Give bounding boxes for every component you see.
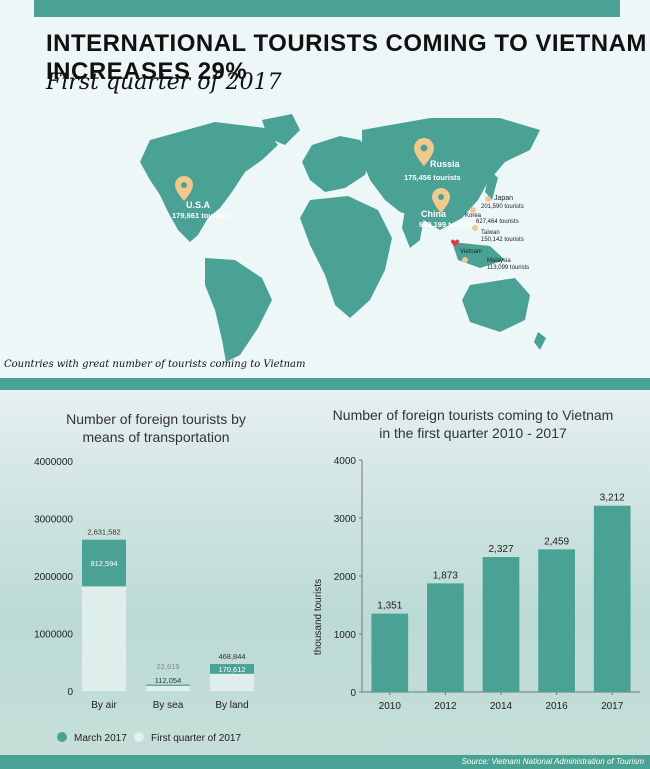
chart1-title-line2: means of transportation — [82, 429, 229, 445]
chart1-bar-march-2 — [210, 664, 254, 674]
marker-malaysia: Malaysia 113,099 tourists — [462, 257, 529, 271]
japan-shape — [485, 170, 498, 200]
chart1-label-march-1: 22,615 — [157, 662, 180, 671]
chart1-label-quarter-1: 112,054 — [155, 676, 182, 685]
russia-label: Russia — [430, 159, 461, 169]
chart1-label-quarter-2: 468,844 — [218, 652, 245, 661]
chart2-category-0: 2010 — [379, 701, 402, 712]
chart1-category-0: By air — [91, 700, 117, 711]
page-subtitle: First quarter of 2017 — [46, 70, 282, 95]
chart2-bar-2 — [482, 557, 520, 692]
russia-value: 175,456 tourists — [404, 173, 461, 182]
chart2-category-2: 2014 — [490, 701, 513, 712]
japan-label: Japan — [494, 195, 513, 202]
marker-korea: Korea 627,464 tourists — [465, 207, 519, 225]
taiwan-label: Taiwan — [481, 230, 500, 236]
chart1-ytick-4: 4000000 — [34, 457, 73, 468]
legend-quarter-label: First quarter of 2017 — [151, 733, 241, 744]
chart2-title-line1: Number of foreign tourists coming to Vie… — [333, 407, 614, 423]
chart2-bar-3 — [538, 549, 575, 692]
chart2-bar-1 — [427, 583, 464, 692]
yearly-chart: Number of foreign tourists coming to Vie… — [313, 407, 640, 712]
chart2-category-3: 2016 — [545, 701, 568, 712]
chart2-category-1: 2012 — [434, 701, 457, 712]
marker-taiwan: Taiwan 150,142 tourists — [472, 225, 524, 243]
usa-label: U.S.A — [186, 200, 211, 210]
chart1-label-quarter-0: 2,631,582 — [87, 528, 120, 537]
europe-shape — [302, 136, 372, 192]
marker-japan: Japan 201,590 tourists — [481, 195, 524, 210]
chart2-ylabel: thousand tourists — [313, 579, 324, 655]
chart1-title-line1: Number of foreign tourists by — [66, 411, 246, 427]
asia-shape — [362, 118, 540, 230]
chart2-value-label-4: 3,212 — [600, 493, 625, 504]
chart2-ytick-1: 1000 — [334, 630, 357, 641]
chart2-category-4: 2017 — [601, 701, 624, 712]
source-text: Source: Vietnam National Administration … — [461, 757, 644, 766]
usa-value: 179,661 tourists — [172, 211, 229, 220]
charts-area: Number of foreign tourists by means of t… — [34, 407, 640, 744]
chart2-bar-0 — [371, 613, 409, 692]
chart1-label-march-2: 170,612 — [218, 665, 245, 674]
marker-usa: U.S.A 179,661 tourists — [172, 176, 229, 220]
chart1-ytick-0: 0 — [67, 687, 73, 698]
chart1-category-2: By land — [215, 700, 248, 711]
chart2-title-line2: in the first quarter 2010 - 2017 — [379, 425, 567, 441]
chart2-value-label-2: 2,327 — [488, 544, 513, 555]
marker-vietnam: Vietnam — [451, 239, 482, 255]
chart2-value-label-0: 1,351 — [377, 601, 402, 612]
korea-value: 627,464 tourists — [476, 219, 519, 225]
china-label: China — [421, 209, 447, 219]
chart2-value-label-1: 1,873 — [433, 570, 458, 581]
greenland-shape — [262, 114, 300, 145]
legend-march-swatch — [57, 732, 67, 742]
chart1-label-march-0: 812,594 — [90, 559, 117, 568]
marker-russia: Russia 175,456 tourists — [404, 138, 461, 182]
taiwan-value: 150,142 tourists — [481, 237, 524, 243]
vietnam-label: Vietnam — [460, 249, 482, 255]
chart1-category-1: By sea — [153, 700, 184, 711]
chart2-bar-4 — [593, 505, 631, 692]
malaysia-label: Malaysia — [487, 258, 511, 264]
world-map: U.S.A 179,661 tourists Russia 175,456 to… — [140, 114, 546, 362]
chart1-bar-march-1 — [146, 684, 190, 686]
india-shape — [402, 210, 425, 248]
map-caption: Countries with great number of tourists … — [4, 359, 306, 370]
chart2-ytick-4: 4000 — [334, 456, 357, 467]
footer-bar — [0, 755, 650, 769]
legend-quarter-swatch — [133, 731, 145, 743]
chart1-ytick-3: 3000000 — [34, 515, 73, 526]
legend-march-label: March 2017 — [74, 733, 127, 744]
chart1-bar-march-0 — [82, 539, 126, 587]
page-title: INTERNATIONAL TOURISTS COMING TO VIETNAM… — [46, 30, 647, 85]
china-value: 949,199 tourists — [419, 220, 476, 229]
section-divider — [0, 378, 650, 390]
chart1-ytick-2: 2000000 — [34, 572, 73, 583]
bottom-panel: Number of foreign tourists by means of t… — [0, 390, 650, 769]
korea-label: Korea — [465, 213, 482, 219]
chart2-ytick-3: 3000 — [334, 514, 357, 525]
chart1-bar-quarter-1 — [146, 684, 190, 691]
north-america-shape — [140, 122, 278, 242]
marker-china: China 949,199 tourists — [419, 188, 476, 229]
south-america-shape — [205, 258, 272, 362]
australia-shape — [462, 278, 530, 332]
africa-shape — [300, 196, 392, 318]
chart2-ytick-2: 2000 — [334, 572, 357, 583]
chart1-ytick-1: 1000000 — [34, 630, 73, 641]
transport-chart: Number of foreign tourists by means of t… — [34, 411, 254, 744]
japan-value: 201,590 tourists — [481, 204, 524, 210]
top-bar — [34, 0, 620, 17]
chart2-ytick-0: 0 — [350, 688, 356, 699]
malaysia-value: 113,099 tourists — [487, 265, 529, 271]
new-zealand-shape — [534, 332, 546, 350]
chart2-value-label-3: 2,459 — [544, 536, 569, 547]
